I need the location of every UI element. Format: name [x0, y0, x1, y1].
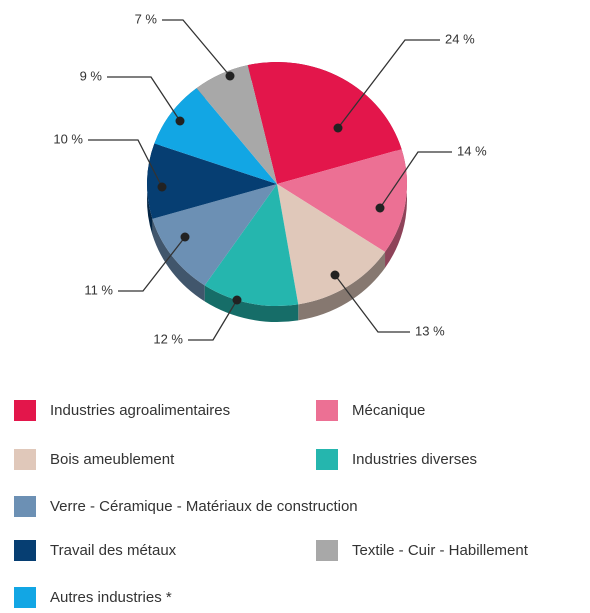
slice — [277, 184, 386, 305]
leader-line — [88, 139, 163, 188]
slice-side — [152, 218, 205, 302]
leader-dot — [375, 203, 385, 213]
data-label: 10 % — [53, 131, 83, 146]
legend-label: Industries diverses — [352, 451, 477, 468]
data-label: 24 % — [445, 31, 475, 46]
leader-dot — [232, 295, 242, 305]
legend-swatch — [14, 587, 36, 608]
legend-swatch — [14, 496, 36, 517]
data-label: 12 % — [153, 331, 183, 346]
leader-line — [334, 274, 410, 333]
leader-dot — [180, 232, 190, 242]
legend-swatch — [14, 400, 36, 421]
legend-label: Autres industries * — [50, 589, 172, 606]
legend-label: Bois ameublement — [50, 451, 175, 468]
slice — [247, 62, 402, 184]
data-label: 11 % — [84, 282, 113, 297]
legend-label: Travail des métaux — [50, 542, 177, 559]
slice — [154, 88, 277, 184]
legend-swatch — [14, 540, 36, 561]
legend-swatch — [14, 449, 36, 470]
slice — [196, 65, 277, 184]
data-label: 14 % — [457, 143, 487, 158]
slice-side — [385, 149, 407, 268]
slice — [277, 149, 407, 252]
leader-dot — [175, 116, 185, 126]
slice — [146, 143, 277, 219]
legend-label: Mécanique — [352, 402, 425, 419]
data-label: 7 % — [135, 11, 158, 26]
leader-dot — [225, 71, 235, 81]
leader-line — [107, 76, 181, 122]
leader-dot — [333, 123, 343, 133]
data-label: 13 % — [415, 323, 445, 338]
leader-line — [162, 19, 231, 77]
leader-dot — [157, 182, 167, 192]
leader-dot — [330, 270, 340, 280]
slice — [204, 184, 299, 306]
data-label: 9 % — [80, 68, 103, 83]
slice-side — [204, 285, 299, 322]
leader-line — [337, 39, 440, 129]
leader-line — [118, 236, 186, 292]
legend-swatch — [316, 400, 338, 421]
leader-line — [188, 299, 238, 341]
legend-swatch — [316, 540, 338, 561]
legend-label: Verre - Céramique - Matériaux de constru… — [50, 498, 358, 515]
leader-line — [379, 151, 452, 209]
legend-label: Textile - Cuir - Habillement — [352, 542, 529, 559]
legend-label: Industries agroalimentaires — [50, 402, 230, 419]
slice-side — [298, 251, 386, 321]
slice — [152, 184, 277, 286]
legend-swatch — [316, 449, 338, 470]
